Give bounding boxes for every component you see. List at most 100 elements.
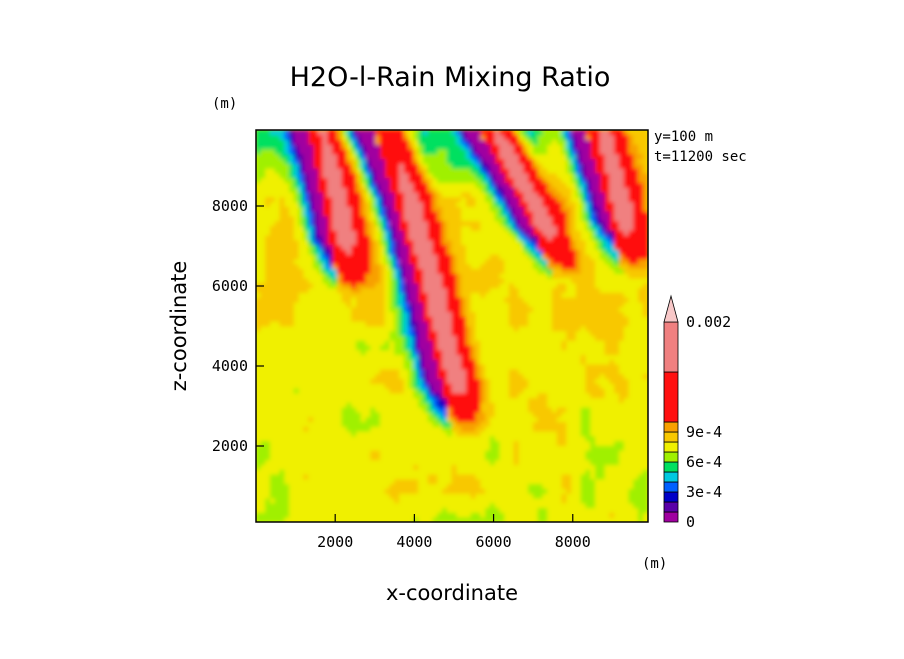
heatmap-cell	[265, 402, 271, 408]
heatmap-cell	[499, 430, 505, 437]
heatmap-cell	[551, 339, 558, 346]
heatmap-cell	[327, 287, 333, 293]
heatmap-cell	[265, 244, 271, 250]
heatmap-cell	[618, 239, 625, 246]
heatmap-cell	[265, 430, 271, 437]
heatmap-cell	[274, 473, 281, 480]
heatmap-cell	[289, 239, 295, 246]
heatmap-cell	[289, 325, 295, 332]
heatmap-cell	[284, 512, 290, 518]
heatmap-cell	[437, 253, 443, 260]
heatmap-cell	[332, 268, 338, 274]
heatmap-cell	[365, 363, 372, 370]
heatmap-cell	[465, 339, 472, 346]
heatmap-cell	[269, 425, 276, 432]
heatmap-cell	[303, 507, 309, 513]
heatmap-cell	[312, 273, 319, 279]
heatmap-cell	[571, 402, 577, 408]
heatmap-cell	[566, 440, 572, 446]
heatmap-cell	[274, 359, 281, 365]
heatmap-cell	[523, 492, 529, 499]
heatmap-cell	[551, 229, 558, 236]
heatmap-cell	[317, 473, 324, 480]
heatmap-cell	[618, 449, 625, 456]
heatmap-cell	[317, 292, 324, 298]
heatmap-cell	[413, 497, 419, 504]
heatmap-cell	[332, 488, 338, 494]
heatmap-cell	[518, 311, 525, 317]
heatmap-cell	[389, 354, 396, 360]
heatmap-cell	[604, 445, 611, 451]
heatmap-cell	[394, 392, 400, 399]
heatmap-cell	[480, 454, 486, 461]
heatmap-cell	[365, 339, 372, 346]
heatmap-cell	[327, 292, 333, 298]
heatmap-cell	[322, 473, 329, 480]
heatmap-cell	[375, 402, 381, 408]
heatmap-cell	[638, 397, 644, 403]
heatmap-cell	[465, 249, 472, 255]
heatmap-cell	[289, 483, 295, 489]
heatmap-cell	[547, 287, 553, 293]
heatmap-cell	[308, 229, 314, 236]
heatmap-cell	[332, 349, 338, 356]
heatmap-cell	[571, 497, 577, 504]
heatmap-cell	[489, 287, 496, 293]
heatmap-cell	[408, 325, 415, 332]
heatmap-cell	[604, 502, 611, 509]
heatmap-cell	[298, 287, 305, 293]
heatmap-cell	[293, 402, 300, 408]
heatmap-cell	[532, 373, 539, 379]
heatmap-cell	[628, 387, 635, 394]
heatmap-cell	[551, 454, 558, 461]
heatmap-cell	[513, 464, 520, 470]
heatmap-cell	[580, 440, 587, 446]
heatmap-cell	[599, 335, 606, 341]
heatmap-cell	[413, 459, 419, 466]
heatmap-cell	[312, 359, 319, 365]
heatmap-cell	[623, 440, 630, 446]
heatmap-cell	[585, 397, 592, 403]
heatmap-cell	[312, 464, 319, 470]
heatmap-cell	[595, 411, 601, 418]
heatmap-cell	[303, 287, 309, 293]
heatmap-cell	[341, 292, 348, 298]
heatmap-cell	[336, 483, 343, 489]
heatmap-cell	[293, 373, 300, 379]
heatmap-cell	[480, 502, 486, 509]
heatmap-cell	[422, 287, 429, 293]
heatmap-cell	[599, 464, 606, 470]
heatmap-cell	[351, 268, 357, 274]
heatmap-cell	[327, 483, 333, 489]
heatmap-cell	[590, 425, 596, 432]
heatmap-cell	[336, 306, 343, 313]
heatmap-cell	[399, 234, 405, 241]
heatmap-cell	[384, 292, 391, 298]
heatmap-cell	[418, 287, 424, 293]
heatmap-cell	[279, 382, 286, 389]
heatmap-cell	[461, 296, 467, 303]
heatmap-cell	[422, 354, 429, 360]
heatmap-cell	[332, 273, 338, 279]
heatmap-cell	[551, 502, 558, 509]
heatmap-cell	[399, 244, 405, 250]
heatmap-cell	[470, 263, 477, 270]
heatmap-cell	[346, 296, 353, 303]
heatmap-cell	[403, 229, 410, 236]
heatmap-cell	[585, 263, 592, 270]
heatmap-cell	[418, 306, 424, 313]
heatmap-cell	[279, 411, 286, 418]
heatmap-cell	[542, 449, 549, 456]
heatmap-cell	[504, 268, 510, 274]
heatmap-cell	[336, 349, 343, 356]
heatmap-cell	[355, 268, 362, 274]
heatmap-cell	[265, 502, 271, 509]
heatmap-cell	[308, 416, 314, 423]
heatmap-cell	[585, 253, 592, 260]
heatmap-cell	[446, 292, 453, 298]
heatmap-cell	[308, 449, 314, 456]
heatmap-cell	[427, 392, 434, 399]
heatmap-cell	[389, 425, 396, 432]
heatmap-cell	[599, 440, 606, 446]
heatmap-cell	[346, 382, 353, 389]
